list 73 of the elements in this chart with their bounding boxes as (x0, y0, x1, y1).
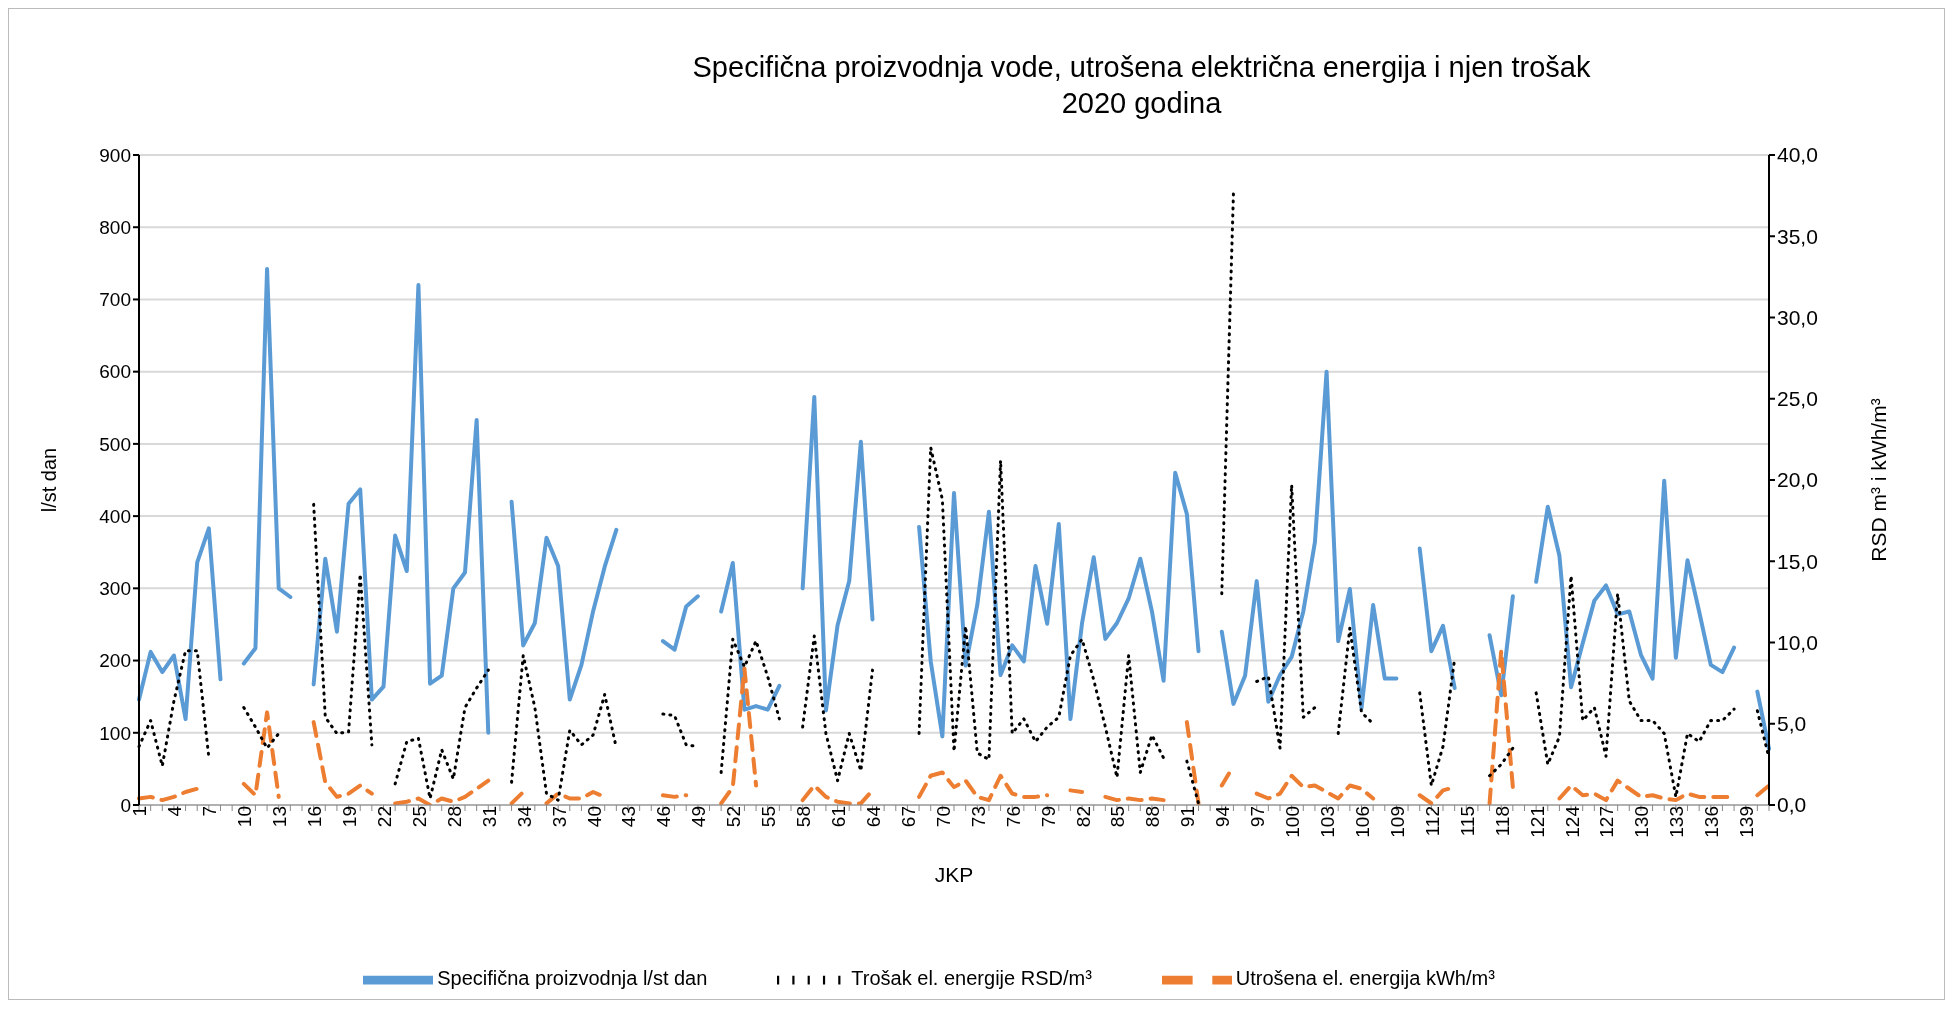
x-tick-label: 64 (862, 805, 884, 828)
y2-tick-label: 25,0 (1777, 387, 1818, 411)
x-tick-label: 85 (1107, 806, 1129, 828)
y2-tick-label: 10,0 (1777, 630, 1818, 654)
legend-label: Specifična proizvodnja l/st dan (437, 967, 708, 990)
x-tick-label: 58 (793, 806, 815, 828)
x-tick-label: 121 (1526, 806, 1548, 838)
chart-title: Specifična proizvodnja vode, utrošena električna energija i njen trošak (691, 50, 1592, 85)
x-tick-label: 118 (1491, 806, 1513, 837)
x-tick-label: 7 (199, 806, 221, 817)
y2-tick-label: 30,0 (1777, 305, 1818, 329)
x-tick-label: 4 (164, 805, 186, 817)
x-tick-label: 103 (1317, 806, 1339, 838)
x-tick-label: 115 (1456, 806, 1478, 837)
x-tick-label: 61 (828, 806, 850, 828)
x-tick-label: 55 (758, 806, 780, 828)
legend-label: Trošak el. energije RSD/m³ (851, 967, 1092, 990)
x-tick-label: 52 (723, 806, 745, 828)
y2-tick-label: 20,0 (1777, 468, 1818, 492)
y-tick-label: 900 (99, 144, 131, 166)
y-tick-label: 300 (99, 578, 131, 600)
y-tick-label: 800 (99, 216, 131, 238)
y-tick-label: 400 (99, 505, 131, 527)
legend-label: Utrošena el. energija kWh/m³ (1235, 967, 1495, 990)
x-tick-label: 70 (932, 806, 954, 828)
x-tick-label: 10 (234, 806, 256, 828)
x-tick-label: 91 (1177, 806, 1199, 828)
x-tick-label: 40 (583, 806, 605, 828)
x-tick-label: 13 (269, 806, 291, 828)
y2-tick-label: 0,0 (1777, 793, 1807, 817)
x-tick-label: 46 (653, 806, 675, 828)
x-tick-label: 25 (408, 806, 430, 828)
y2-tick-label: 5,0 (1777, 712, 1807, 736)
x-tick-label: 19 (339, 806, 361, 828)
x-tick-label: 22 (373, 806, 395, 828)
y2-tick-label: 40,0 (1777, 143, 1818, 167)
x-tick-label: 133 (1666, 806, 1688, 838)
y2-axis-title: RSD m³ i kWh/m³ (1867, 398, 1891, 562)
x-tick-label: 49 (688, 806, 710, 828)
x-tick-label: 73 (967, 806, 989, 828)
x-tick-label: 67 (897, 806, 919, 828)
x-tick-label: 139 (1736, 806, 1758, 838)
x-tick-label: 82 (1072, 806, 1094, 828)
x-tick-label: 94 (1212, 805, 1234, 828)
x-tick-label: 43 (618, 806, 640, 828)
x-tick-label: 97 (1247, 806, 1269, 828)
y-tick-label: 700 (99, 289, 131, 311)
y-tick-label: 500 (99, 433, 131, 455)
y-axis-title: l/st dan (38, 447, 61, 513)
y-tick-label: 0 (120, 794, 131, 816)
x-tick-label: 136 (1701, 806, 1723, 838)
x-tick-label: 127 (1596, 806, 1618, 838)
y2-tick-label: 15,0 (1777, 549, 1818, 573)
x-tick-label: 79 (1037, 806, 1059, 828)
x-tick-label: 28 (443, 806, 465, 828)
x-tick-label: 124 (1561, 805, 1583, 838)
x-tick-label: 76 (1002, 806, 1024, 828)
chart-subtitle: 2020 godina (1060, 86, 1223, 121)
y-tick-label: 600 (99, 361, 131, 383)
x-tick-label: 31 (478, 806, 500, 828)
y-tick-label: 200 (99, 650, 131, 672)
y2-tick-label: 35,0 (1777, 224, 1818, 248)
y-tick-label: 100 (99, 722, 131, 744)
x-tick-label: 106 (1351, 806, 1373, 838)
x-tick-label: 130 (1631, 806, 1653, 838)
x-tick-label: 37 (548, 806, 570, 828)
x-tick-label: 16 (304, 806, 326, 828)
x-tick-label: 34 (513, 805, 535, 828)
x-axis-title: JKP (934, 862, 974, 886)
x-tick-label: 100 (1282, 806, 1304, 838)
x-tick-label: 88 (1142, 806, 1164, 828)
x-tick-label: 109 (1386, 806, 1408, 838)
x-tick-label: 112 (1421, 806, 1443, 837)
